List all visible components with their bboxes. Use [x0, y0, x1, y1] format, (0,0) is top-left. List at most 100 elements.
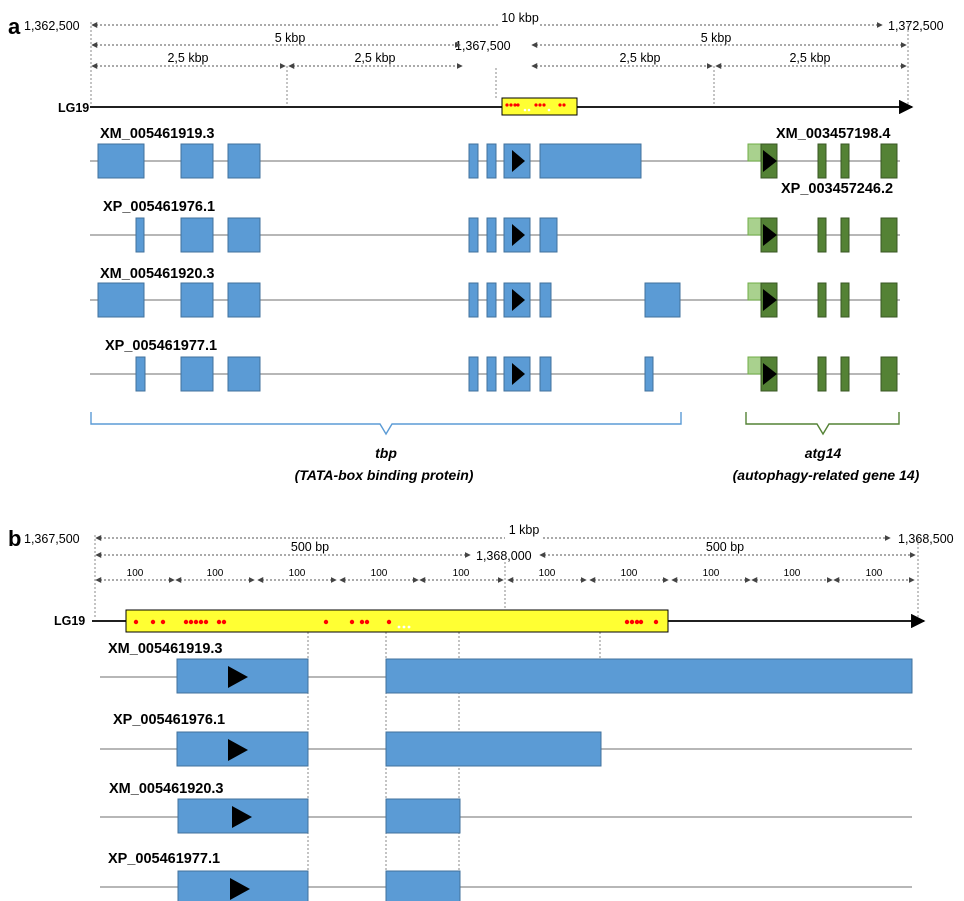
exon	[180, 143, 214, 179]
start-codon-arrow-icon	[763, 150, 777, 172]
exon	[880, 143, 898, 179]
exon	[180, 282, 214, 318]
exon	[180, 217, 214, 253]
b-transcript-1-label: XM_005461919.3	[108, 641, 223, 657]
b-transcript-3-label: XM_005461920.3	[109, 781, 224, 797]
tbp-bracket	[90, 412, 682, 436]
coord-b-mid-label: 1,368,000	[476, 549, 532, 563]
start-codon-arrow-icon	[228, 739, 248, 761]
exon	[817, 143, 827, 179]
b-transcript-3-exon-2	[385, 798, 461, 834]
exon	[468, 282, 479, 318]
start-codon-arrow-icon	[512, 363, 525, 385]
exon	[486, 143, 497, 179]
b-tenth-label-9: 100	[784, 568, 801, 579]
b-chromosome-label: LG19	[54, 614, 85, 628]
quarter-2-label: 2,5 kbp	[354, 51, 395, 65]
gene-tbp-name: tbp	[375, 445, 397, 461]
b-highlight-region	[125, 609, 669, 633]
utr	[747, 282, 762, 301]
exon	[840, 356, 850, 392]
quarter-3-label: 2,5 kbp	[619, 51, 660, 65]
b-tenth-label-1: 100	[127, 568, 144, 579]
exon	[468, 356, 479, 392]
exon	[539, 217, 558, 253]
start-codon-arrow-icon	[512, 289, 525, 311]
exon	[880, 217, 898, 253]
start-codon-arrow-icon	[763, 224, 777, 246]
exon	[840, 143, 850, 179]
utr	[747, 356, 762, 375]
b-transcript-1-exon-2	[385, 658, 913, 694]
quarter-4-label: 2,5 kbp	[789, 51, 830, 65]
exon	[539, 356, 552, 392]
start-codon-arrow-icon	[512, 224, 525, 246]
b-transcript-4-exon-2	[385, 870, 461, 901]
exon	[880, 282, 898, 318]
b-tenth-label-8: 100	[703, 568, 720, 579]
exon	[227, 143, 261, 179]
b-tenth-label-3: 100	[289, 568, 306, 579]
coord-start-label: 1,362,500	[24, 19, 80, 33]
transcript-4-label: XP_005461977.1	[105, 338, 217, 354]
quarter-1-label: 2,5 kbp	[167, 51, 208, 65]
coord-b-end-label: 1,368,500	[898, 532, 954, 546]
b-transcript-4-label: XP_005461977.1	[108, 851, 220, 867]
span-half-left-label: 5 kbp	[275, 31, 306, 45]
exon	[539, 143, 642, 179]
exon	[817, 217, 827, 253]
transcript-2-exons	[135, 217, 898, 253]
exon	[539, 282, 552, 318]
panel-a: a 1,362,500 1,367,500 1,372,500 10 kbp 5…	[8, 11, 944, 483]
gene-atg14-name: atg14	[805, 445, 842, 461]
coord-end-label: 1,372,500	[888, 19, 944, 33]
utr	[747, 217, 762, 236]
gene-tbp-desc: (TATA-box binding protein)	[295, 467, 474, 483]
span-total-label: 10 kbp	[501, 11, 539, 25]
coord-b-start-label: 1,367,500	[24, 532, 80, 546]
b-span-half-right-label: 500 bp	[706, 540, 744, 554]
atg14-label-1: XM_003457198.4	[776, 126, 891, 142]
exon	[817, 356, 827, 392]
b-tenth-label-5: 100	[453, 568, 470, 579]
atg14-label-2: XP_003457246.2	[781, 181, 893, 197]
panel-a-letter: a	[8, 14, 21, 39]
exon	[468, 217, 479, 253]
b-transcript-2-label: XP_005461976.1	[113, 712, 225, 728]
exon	[503, 282, 531, 318]
panel-b-letter: b	[8, 526, 21, 551]
exon	[227, 356, 261, 392]
exon	[817, 282, 827, 318]
exon	[644, 356, 654, 392]
panel-b: b 1,367,500 1,368,000 1,368,500 1 kbp 50…	[8, 523, 954, 901]
chromosome-label: LG19	[58, 101, 89, 115]
start-codon-arrow-icon	[230, 878, 250, 900]
b-tenth-label-2: 100	[207, 568, 224, 579]
exon	[135, 217, 145, 253]
exon	[840, 217, 850, 253]
start-codon-arrow-icon	[763, 363, 777, 385]
b-span-half-left-label: 500 bp	[291, 540, 329, 554]
exon	[468, 143, 479, 179]
region-markers	[505, 103, 566, 112]
exon	[840, 282, 850, 318]
exon	[486, 217, 497, 253]
b-tenth-label-10: 100	[866, 568, 883, 579]
exon	[135, 356, 146, 392]
b-tenth-label-7: 100	[621, 568, 638, 579]
exon	[486, 356, 497, 392]
exon	[97, 282, 145, 318]
exon	[180, 356, 214, 392]
b-tenth-label-4: 100	[371, 568, 388, 579]
exon	[227, 282, 261, 318]
exon	[880, 356, 898, 392]
exon	[227, 217, 261, 253]
atg14-bracket	[745, 412, 900, 436]
transcript-1-label: XM_005461919.3	[100, 126, 215, 142]
gene-atg14-desc: (autophagy-related gene 14)	[733, 467, 920, 483]
start-codon-arrow-icon	[228, 666, 248, 688]
exon	[97, 143, 145, 179]
transcript-3-exons	[97, 282, 898, 318]
start-codon-arrow-icon	[512, 150, 525, 172]
utr	[747, 143, 762, 162]
